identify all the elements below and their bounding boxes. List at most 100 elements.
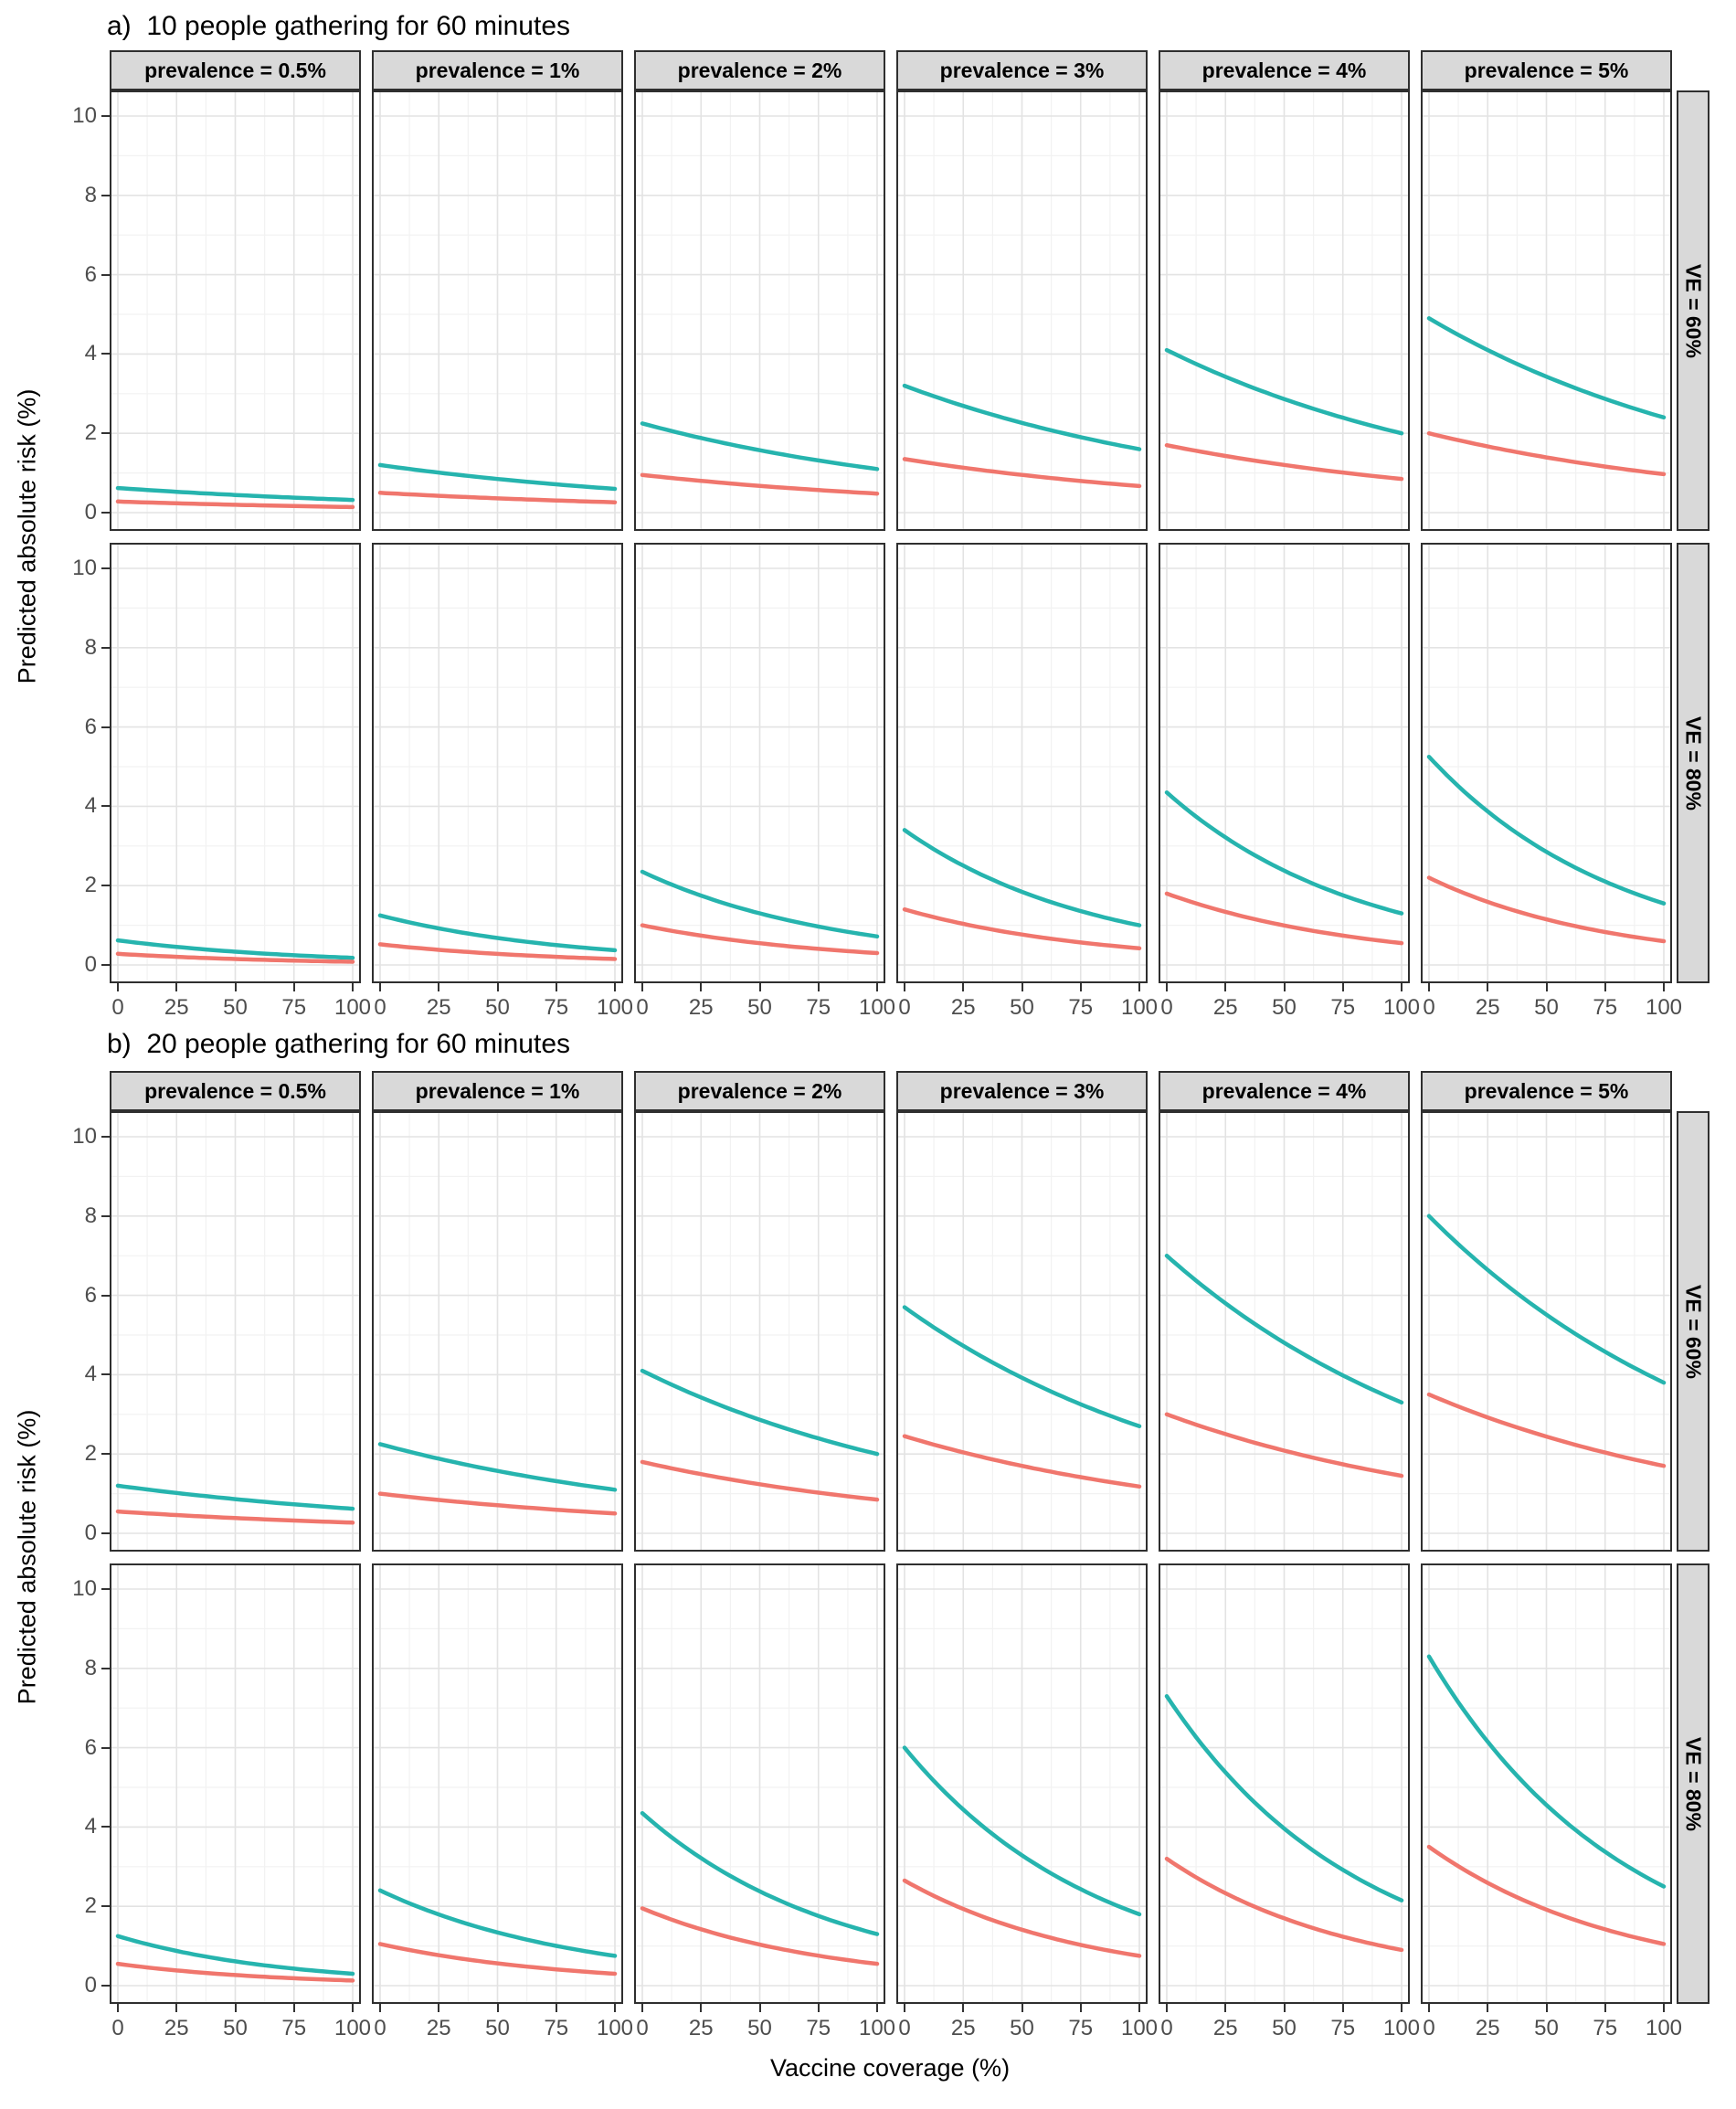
salmon-curve [1164, 1412, 1404, 1478]
teal-curve [377, 1442, 618, 1492]
x-tick-mark [1401, 2004, 1403, 2012]
facet-panel [372, 1111, 623, 1552]
x-tick-label: 0 [1160, 2016, 1173, 2040]
facet-panel [1159, 543, 1410, 983]
salmon-curve [1426, 430, 1667, 477]
y-tick-label: 2 [84, 420, 97, 446]
facet-strip-col: prevalence = 2% [634, 50, 885, 90]
salmon-curve [115, 1961, 355, 1983]
facet-panel [372, 90, 623, 531]
y-tick-mark [101, 1453, 110, 1456]
salmon-curve [640, 923, 880, 956]
salmon-curve [115, 499, 355, 510]
salmon-curve [377, 1491, 618, 1516]
x-tick-label: 50 [747, 995, 772, 1020]
facet-panel [896, 543, 1148, 983]
x-tick-mark [876, 2004, 878, 2012]
x-tick-label: 0 [374, 995, 386, 1020]
x-tick-mark [379, 2004, 381, 2012]
facet-strip-row: VE = 80% [1677, 1563, 1710, 2004]
x-tick-mark [352, 2004, 354, 2012]
y-tick-mark [101, 1746, 110, 1749]
x-tick-mark [1166, 983, 1168, 991]
x-tick-mark [496, 983, 499, 991]
facet-panel [1159, 1563, 1410, 2004]
facet-strip-row: VE = 60% [1677, 90, 1710, 531]
salmon-curve [115, 951, 355, 964]
y-tick-mark [101, 726, 110, 728]
x-tick-mark [1401, 983, 1403, 991]
salmon-curve [1164, 442, 1404, 482]
facet-strip-col: prevalence = 1% [372, 50, 623, 90]
x-tick-label: 25 [164, 995, 189, 1020]
facet-panel [110, 90, 361, 531]
teal-curve [1426, 316, 1667, 420]
x-tick-mark [234, 2004, 237, 2012]
x-tick-label: 25 [950, 2016, 976, 2040]
x-tick-mark [700, 983, 703, 991]
y-tick-label: 6 [84, 1282, 97, 1308]
x-tick-label: 0 [111, 995, 124, 1020]
x-tick-label: 0 [636, 995, 649, 1020]
facet-strip-col: prevalence = 0.5% [110, 1071, 361, 1111]
x-tick-label: 75 [281, 995, 307, 1020]
y-tick-label: 2 [84, 1893, 97, 1919]
teal-curve [640, 1810, 880, 1936]
teal-curve [377, 462, 618, 492]
teal-curve [1164, 1253, 1404, 1405]
x-tick-mark [962, 983, 965, 991]
salmon-curve [1426, 1844, 1667, 1946]
x-tick-mark [234, 983, 237, 991]
x-tick-label: 25 [426, 2016, 451, 2040]
x-tick-mark [1283, 2004, 1286, 2012]
y-tick-mark [101, 1532, 110, 1534]
x-tick-label: 100 [1645, 2016, 1683, 2040]
x-tick-mark [1545, 2004, 1548, 2012]
x-tick-label: 100 [1120, 995, 1159, 1020]
x-tick-label: 75 [1068, 2016, 1094, 2040]
facet-strip-col: prevalence = 1% [372, 1071, 623, 1111]
x-tick-label: 100 [596, 2016, 634, 2040]
x-tick-label: 75 [806, 2016, 831, 2040]
teal-curve [1426, 1654, 1667, 1889]
facet-strip-col: prevalence = 4% [1159, 1071, 1410, 1111]
x-tick-mark [175, 983, 178, 991]
x-tick-label: 50 [223, 2016, 248, 2040]
x-tick-mark [962, 2004, 965, 2012]
x-tick-mark [1138, 2004, 1140, 2012]
teal-curve [1164, 1693, 1404, 1902]
x-tick-mark [1224, 2004, 1227, 2012]
facet-strip-row: VE = 80% [1677, 543, 1710, 983]
x-tick-label: 0 [1423, 2016, 1435, 2040]
x-tick-mark [1079, 2004, 1082, 2012]
x-tick-mark [1341, 983, 1344, 991]
facet-strip-col: prevalence = 3% [896, 1071, 1148, 1111]
facet-panel [1421, 543, 1672, 983]
x-tick-label: 75 [544, 995, 569, 1020]
facet-strip-col: prevalence = 2% [634, 1071, 885, 1111]
y-tick-mark [101, 1588, 110, 1590]
y-tick-mark [101, 194, 110, 196]
x-tick-mark [1604, 2004, 1606, 2012]
y-tick-mark [101, 1667, 110, 1669]
facet-panel [634, 1563, 885, 2004]
y-tick-mark [101, 353, 110, 355]
x-tick-label: 75 [281, 2016, 307, 2040]
salmon-curve [1426, 1392, 1667, 1468]
x-tick-mark [1166, 2004, 1168, 2012]
x-tick-mark [1428, 2004, 1430, 2012]
x-tick-label: 100 [333, 2016, 372, 2040]
facet-panel [1159, 1111, 1410, 1552]
x-tick-label: 50 [1272, 995, 1297, 1020]
x-tick-mark [1021, 2004, 1023, 2012]
salmon-curve [640, 472, 880, 496]
x-tick-label: 50 [747, 2016, 772, 2040]
x-tick-mark [817, 983, 820, 991]
y-tick-label: 8 [84, 634, 97, 660]
teal-curve [902, 828, 1142, 927]
x-tick-label: 100 [1645, 995, 1683, 1020]
salmon-curve [640, 1459, 880, 1502]
y-tick-mark [101, 567, 110, 569]
teal-curve [902, 1745, 1142, 1917]
x-tick-mark [352, 983, 354, 991]
